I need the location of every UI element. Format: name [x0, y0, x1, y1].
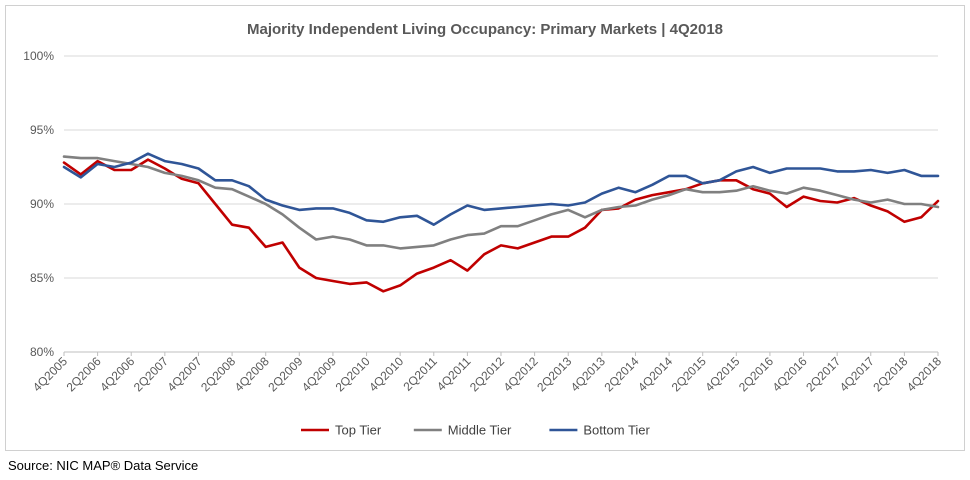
- x-tick-label: 4Q2017: [837, 354, 877, 394]
- x-tick-label: 2Q2013: [534, 354, 574, 394]
- series-line-bottom-tier: [62, 152, 940, 226]
- y-tick-label: 100%: [23, 49, 54, 63]
- x-tick-label: 2Q2007: [131, 354, 171, 394]
- x-tick-label: 2Q2014: [601, 354, 641, 394]
- x-tick-label: 4Q2010: [366, 354, 406, 394]
- x-tick-label: 2Q2010: [333, 354, 373, 394]
- grid-layer: [64, 55, 938, 353]
- x-tick-label: 4Q2016: [770, 354, 810, 394]
- series-line-top-tier: [62, 158, 940, 293]
- x-tick-label: 2Q2009: [265, 354, 305, 394]
- series-layer: [62, 152, 940, 293]
- x-tick-label: 2Q2018: [870, 354, 910, 394]
- x-tick-label: 4Q2015: [702, 354, 742, 394]
- y-tick-label: 95%: [30, 123, 54, 137]
- y-tick-labels: 80% 85% 90% 95% 100%: [23, 49, 54, 359]
- y-tick-label: 85%: [30, 271, 54, 285]
- x-tick-labels: 4Q20052Q20064Q20062Q20074Q20072Q20084Q20…: [30, 352, 944, 394]
- y-tick-label: 90%: [30, 197, 54, 211]
- x-tick-label: 4Q2009: [299, 354, 339, 394]
- x-tick-label: 2Q2012: [467, 354, 507, 394]
- x-tick-label: 2Q2016: [736, 354, 776, 394]
- chart-title: Majority Independent Living Occupancy: P…: [247, 21, 723, 38]
- x-tick-label: 4Q2018: [904, 354, 944, 394]
- x-tick-label: 4Q2011: [434, 354, 474, 394]
- x-tick-label: 4Q2013: [568, 354, 608, 394]
- legend-label-top-tier: Top Tier: [335, 423, 382, 438]
- x-tick-label: 2Q2006: [64, 354, 104, 394]
- legend-label-middle-tier: Middle Tier: [448, 423, 512, 438]
- chart-frame: Majority Independent Living Occupancy: P…: [5, 5, 965, 451]
- x-tick-label: 4Q2007: [164, 354, 204, 394]
- x-tick-label: 2Q2011: [400, 354, 440, 394]
- source-note: Source: NIC MAP® Data Service: [8, 458, 199, 473]
- x-tick-label: 2Q2008: [198, 354, 238, 394]
- x-tick-label: 4Q2008: [232, 354, 272, 394]
- x-tick-label: 4Q2014: [635, 354, 675, 394]
- series-line-middle-tier: [62, 155, 940, 250]
- y-tick-label: 80%: [30, 345, 54, 359]
- legend: Top Tier Middle Tier Bottom Tier: [301, 423, 651, 438]
- chart-svg: Majority Independent Living Occupancy: P…: [23, 21, 944, 438]
- x-tick-label: 4Q2005: [30, 354, 70, 394]
- x-tick-label: 2Q2015: [669, 354, 709, 394]
- x-tick-label: 4Q2006: [97, 354, 137, 394]
- legend-label-bottom-tier: Bottom Tier: [583, 423, 650, 438]
- x-tick-label: 2Q2017: [803, 354, 843, 394]
- x-tick-label: 4Q2012: [501, 354, 541, 394]
